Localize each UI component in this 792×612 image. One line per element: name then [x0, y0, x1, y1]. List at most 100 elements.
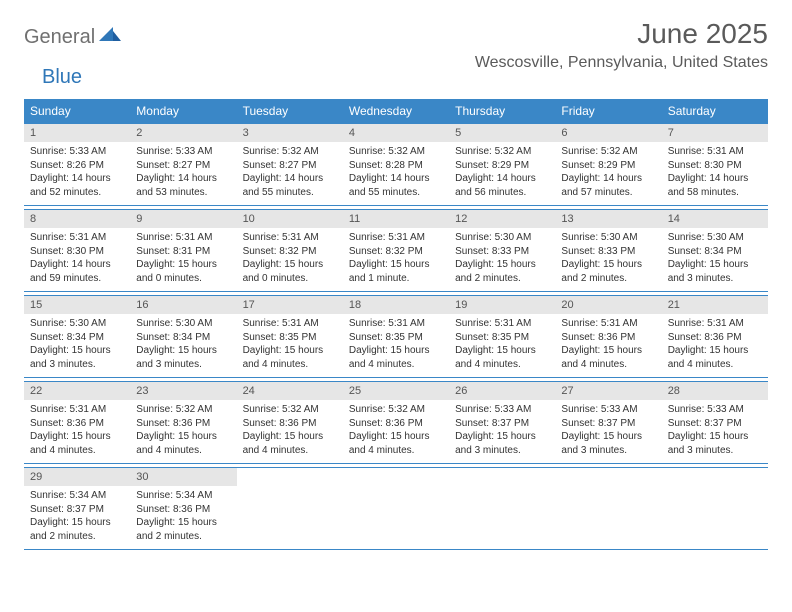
sunset-line: Sunset: 8:36 PM: [136, 503, 230, 517]
sunset-line: Sunset: 8:30 PM: [668, 159, 762, 173]
day-body: Sunrise: 5:32 AMSunset: 8:27 PMDaylight:…: [237, 142, 343, 205]
day-body: Sunrise: 5:33 AMSunset: 8:26 PMDaylight:…: [24, 142, 130, 205]
day-body: Sunrise: 5:32 AMSunset: 8:29 PMDaylight:…: [449, 142, 555, 205]
sunrise-line: Sunrise: 5:31 AM: [561, 317, 655, 331]
day-number: 11: [343, 210, 449, 228]
empty-cell: [555, 468, 661, 549]
day-header: Friday: [555, 99, 661, 123]
daylight-line: Daylight: 14 hours and 52 minutes.: [30, 172, 124, 199]
day-cell: 4Sunrise: 5:32 AMSunset: 8:28 PMDaylight…: [343, 124, 449, 205]
day-body: Sunrise: 5:30 AMSunset: 8:34 PMDaylight:…: [130, 314, 236, 377]
sunrise-line: Sunrise: 5:33 AM: [668, 403, 762, 417]
week-row: 8Sunrise: 5:31 AMSunset: 8:30 PMDaylight…: [24, 209, 768, 292]
daylight-line: Daylight: 15 hours and 3 minutes.: [455, 430, 549, 457]
day-body: Sunrise: 5:31 AMSunset: 8:35 PMDaylight:…: [343, 314, 449, 377]
day-number: 1: [24, 124, 130, 142]
day-cell: 5Sunrise: 5:32 AMSunset: 8:29 PMDaylight…: [449, 124, 555, 205]
day-number: 21: [662, 296, 768, 314]
daylight-line: Daylight: 15 hours and 4 minutes.: [349, 430, 443, 457]
sunrise-line: Sunrise: 5:32 AM: [561, 145, 655, 159]
day-cell: 30Sunrise: 5:34 AMSunset: 8:36 PMDayligh…: [130, 468, 236, 549]
day-body: Sunrise: 5:31 AMSunset: 8:30 PMDaylight:…: [662, 142, 768, 205]
day-number: 2: [130, 124, 236, 142]
day-cell: 9Sunrise: 5:31 AMSunset: 8:31 PMDaylight…: [130, 210, 236, 291]
day-number: 24: [237, 382, 343, 400]
day-body: Sunrise: 5:34 AMSunset: 8:36 PMDaylight:…: [130, 486, 236, 549]
day-number: 23: [130, 382, 236, 400]
daylight-line: Daylight: 15 hours and 3 minutes.: [561, 430, 655, 457]
sunrise-line: Sunrise: 5:34 AM: [136, 489, 230, 503]
day-cell: 10Sunrise: 5:31 AMSunset: 8:32 PMDayligh…: [237, 210, 343, 291]
day-cell: 11Sunrise: 5:31 AMSunset: 8:32 PMDayligh…: [343, 210, 449, 291]
sunset-line: Sunset: 8:34 PM: [136, 331, 230, 345]
day-number: 27: [555, 382, 661, 400]
day-body: Sunrise: 5:33 AMSunset: 8:27 PMDaylight:…: [130, 142, 236, 205]
day-number: 20: [555, 296, 661, 314]
day-number: 16: [130, 296, 236, 314]
day-header-row: SundayMondayTuesdayWednesdayThursdayFrid…: [24, 99, 768, 123]
day-cell: 8 Sunrise: 5:31 AMSunset: 8:30 PMDaylight…: [24, 210, 130, 291]
calendar-page: General June 2025 Wescosville, Pennsylva…: [0, 0, 792, 571]
day-number: 4: [343, 124, 449, 142]
sunset-line: Sunset: 8:29 PM: [455, 159, 549, 173]
day-body: Sunrise: 5:31 AMSunset: 8:36 PMDaylight:…: [662, 314, 768, 377]
sunset-line: Sunset: 8:37 PM: [668, 417, 762, 431]
empty-cell: [449, 468, 555, 549]
day-cell: 24Sunrise: 5:32 AMSunset: 8:36 PMDayligh…: [237, 382, 343, 463]
daylight-line: Daylight: 15 hours and 4 minutes.: [30, 430, 124, 457]
sunset-line: Sunset: 8:36 PM: [561, 331, 655, 345]
sunset-line: Sunset: 8:27 PM: [136, 159, 230, 173]
day-cell: 6Sunrise: 5:32 AMSunset: 8:29 PMDaylight…: [555, 124, 661, 205]
day-header: Monday: [130, 99, 236, 123]
sunrise-line: Sunrise: 5:31 AM: [30, 403, 124, 417]
sunset-line: Sunset: 8:27 PM: [243, 159, 337, 173]
daylight-line: Daylight: 14 hours and 59 minutes.: [30, 258, 124, 285]
sunset-line: Sunset: 8:32 PM: [243, 245, 337, 259]
sunrise-line: Sunrise: 5:33 AM: [30, 145, 124, 159]
logo-text-blue: Blue: [42, 66, 82, 89]
week-row: 1Sunrise: 5:33 AMSunset: 8:26 PMDaylight…: [24, 123, 768, 206]
day-number: 13: [555, 210, 661, 228]
sunset-line: Sunset: 8:36 PM: [136, 417, 230, 431]
empty-cell: [662, 468, 768, 549]
logo-flag-icon: [99, 27, 121, 48]
daylight-line: Daylight: 15 hours and 3 minutes.: [668, 430, 762, 457]
day-cell: 21Sunrise: 5:31 AMSunset: 8:36 PMDayligh…: [662, 296, 768, 377]
logo: General: [24, 18, 123, 49]
sunset-line: Sunset: 8:35 PM: [349, 331, 443, 345]
daylight-line: Daylight: 15 hours and 2 minutes.: [136, 516, 230, 543]
empty-cell: [237, 468, 343, 549]
sunrise-line: Sunrise: 5:33 AM: [136, 145, 230, 159]
day-number: 8: [24, 210, 130, 228]
logo-text-general: General: [24, 26, 95, 49]
day-body: Sunrise: 5:30 AMSunset: 8:33 PMDaylight:…: [449, 228, 555, 291]
sunrise-line: Sunrise: 5:31 AM: [30, 231, 124, 245]
day-number: 3: [237, 124, 343, 142]
day-number: 10: [237, 210, 343, 228]
daylight-line: Daylight: 14 hours and 57 minutes.: [561, 172, 655, 199]
day-body: Sunrise: 5:31 AMSunset: 8:32 PMDaylight:…: [237, 228, 343, 291]
sunset-line: Sunset: 8:36 PM: [668, 331, 762, 345]
sunrise-line: Sunrise: 5:32 AM: [243, 145, 337, 159]
day-body: Sunrise: 5:30 AMSunset: 8:34 PMDaylight:…: [24, 314, 130, 377]
daylight-line: Daylight: 15 hours and 3 minutes.: [136, 344, 230, 371]
day-body: Sunrise: 5:31 AMSunset: 8:32 PMDaylight:…: [343, 228, 449, 291]
sunset-line: Sunset: 8:30 PM: [30, 245, 124, 259]
sunrise-line: Sunrise: 5:31 AM: [668, 317, 762, 331]
day-number: 28: [662, 382, 768, 400]
day-header: Saturday: [662, 99, 768, 123]
daylight-line: Daylight: 15 hours and 4 minutes.: [668, 344, 762, 371]
sunrise-line: Sunrise: 5:31 AM: [349, 231, 443, 245]
calendar-grid: SundayMondayTuesdayWednesdayThursdayFrid…: [24, 99, 768, 550]
daylight-line: Daylight: 14 hours and 56 minutes.: [455, 172, 549, 199]
day-number: 15: [24, 296, 130, 314]
day-body: Sunrise: 5:31 AMSunset: 8:35 PMDaylight:…: [237, 314, 343, 377]
sunrise-line: Sunrise: 5:30 AM: [136, 317, 230, 331]
week-row: 29Sunrise: 5:34 AMSunset: 8:37 PMDayligh…: [24, 467, 768, 550]
day-header: Wednesday: [343, 99, 449, 123]
day-body: Sunrise: 5:33 AMSunset: 8:37 PMDaylight:…: [555, 400, 661, 463]
day-cell: 15Sunrise: 5:30 AMSunset: 8:34 PMDayligh…: [24, 296, 130, 377]
day-cell: 23Sunrise: 5:32 AMSunset: 8:36 PMDayligh…: [130, 382, 236, 463]
day-number: 26: [449, 382, 555, 400]
daylight-line: Daylight: 14 hours and 53 minutes.: [136, 172, 230, 199]
